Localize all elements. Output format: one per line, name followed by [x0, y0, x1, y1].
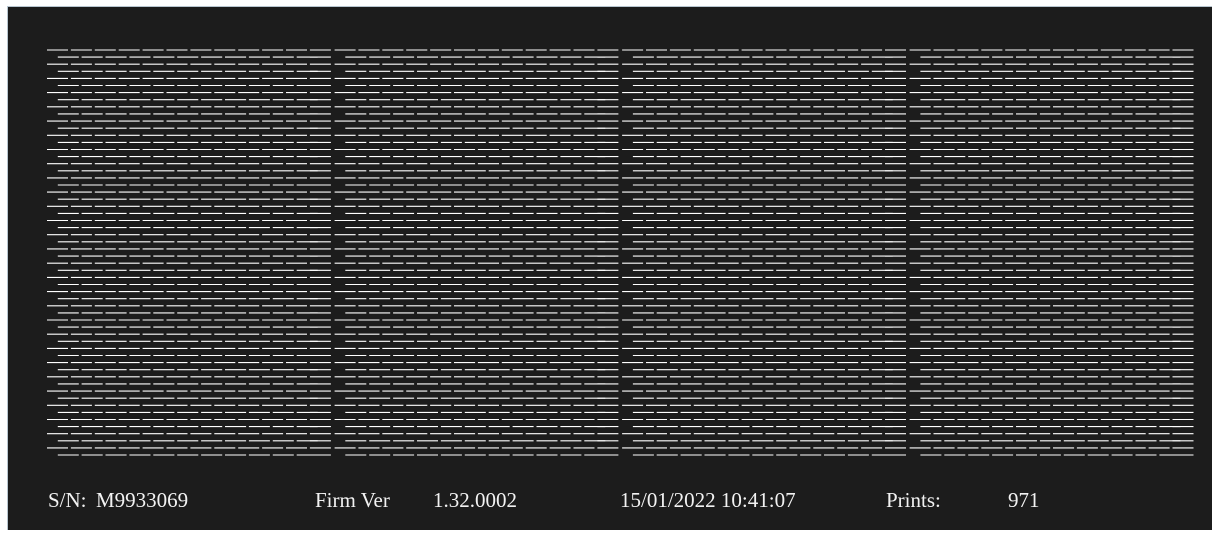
nozzle-check-print: [7, 6, 1212, 530]
firmware-version: 1.32.0002: [433, 488, 517, 512]
prints-count: 971: [1008, 488, 1040, 512]
print-datetime: 15/01/2022 10:41:07: [620, 488, 796, 512]
serial-label: S/N:: [48, 488, 87, 512]
firmware-label: Firm Ver: [315, 488, 390, 512]
serial-number: M9933069: [96, 488, 189, 512]
prints-label: Prints:: [886, 488, 941, 512]
